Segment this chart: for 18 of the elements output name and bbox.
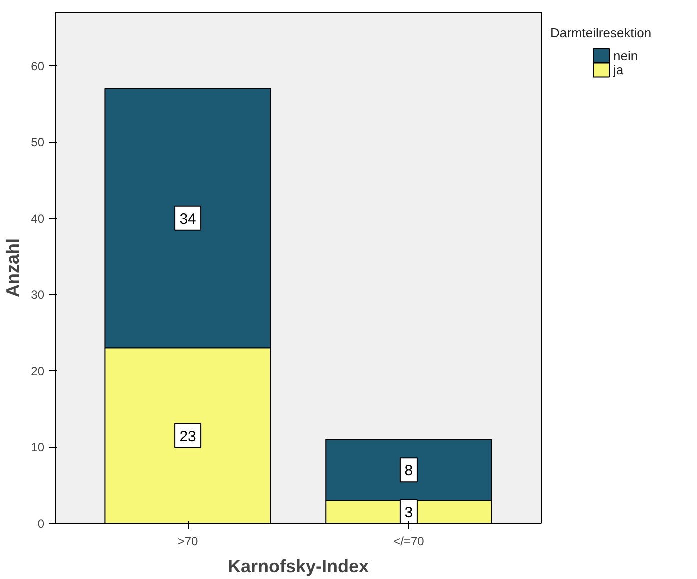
y-tick-label: 20	[31, 364, 45, 378]
legend-label: ja	[612, 62, 624, 78]
y-axis-title: Anzahl	[3, 238, 24, 298]
data-label: 34	[180, 210, 196, 228]
data-label: 3	[404, 504, 414, 522]
x-tick-label: </=70	[394, 534, 425, 548]
legend-title: Darmteilresektion	[550, 25, 652, 40]
x-tick-label: >70	[178, 534, 199, 548]
x-axis-title: Karnofsky-Index	[228, 556, 370, 576]
legend-label: nein	[614, 48, 638, 64]
y-tick-label: 50	[31, 136, 45, 150]
y-tick-label: 10	[31, 440, 45, 455]
data-label: 23	[180, 428, 196, 446]
y-tick-label: 30	[31, 288, 45, 302]
data-label: 8	[404, 462, 414, 480]
y-tick-label: 0	[38, 517, 45, 531]
y-tick-label: 60	[31, 59, 45, 74]
y-tick-label: 40	[31, 212, 45, 226]
